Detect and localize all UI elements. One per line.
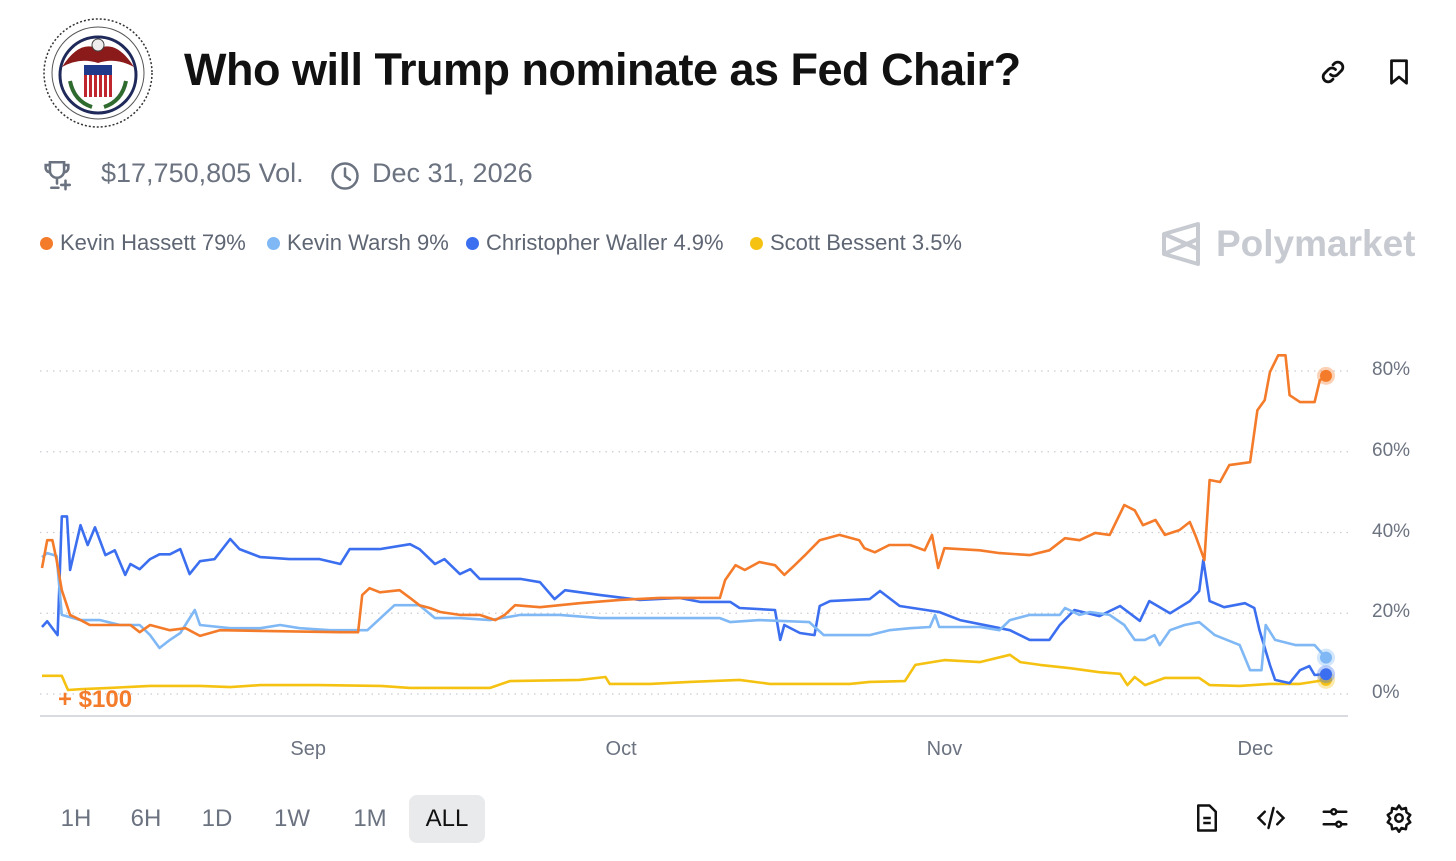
polymarket-watermark: Polymarket — [1160, 221, 1416, 267]
trade-annotation: + $100 — [58, 686, 133, 713]
polymarket-logo-icon — [1162, 222, 1200, 266]
y-tick-label: 60% — [1372, 439, 1411, 461]
series-endpoint — [1320, 651, 1332, 664]
end-date: Dec 31, 2026 — [372, 158, 533, 188]
y-tick-label: 40% — [1372, 520, 1411, 542]
range-all-button[interactable]: ALL — [409, 795, 485, 843]
x-tick-label: Sep — [290, 738, 326, 760]
legend-dot — [466, 236, 479, 250]
bookmark-icon — [1390, 59, 1408, 85]
range-6h-button[interactable]: 6H — [130, 805, 162, 832]
clock-icon — [330, 161, 360, 198]
y-tick-label: 20% — [1372, 601, 1411, 623]
series-endpoint — [1320, 369, 1332, 382]
sliders-icon — [1322, 808, 1348, 828]
embed-button[interactable] — [1256, 803, 1286, 838]
volume: $17,750,805 Vol. — [101, 158, 304, 188]
range-1w-button[interactable]: 1W — [274, 805, 310, 832]
series-line-kevin-hassett — [40, 354, 1327, 638]
range-1h-button[interactable]: 1H — [60, 805, 92, 832]
link-icon — [1321, 60, 1345, 84]
rules-button[interactable] — [1192, 803, 1222, 838]
federal-reserve-seal-logo — [40, 17, 156, 129]
legend-dot — [267, 236, 280, 250]
legend-dot — [40, 236, 53, 250]
x-tick-label: Oct — [605, 738, 637, 760]
document-icon — [1197, 804, 1217, 832]
copy-link-button[interactable] — [1318, 57, 1348, 92]
trophy-icon — [40, 158, 74, 199]
series-line-scott-bessent — [42, 653, 1327, 692]
legend-item-hassett: Kevin Hassett 79% — [40, 230, 246, 256]
code-icon — [1256, 806, 1286, 830]
chart-filter-button[interactable] — [1320, 803, 1350, 838]
range-1m-button[interactable]: 1M — [353, 805, 387, 832]
legend-dot — [750, 236, 763, 250]
bookmark-button[interactable] — [1384, 57, 1414, 92]
y-tick-label: 0% — [1372, 682, 1400, 703]
legend-label: Scott Bessent 3.5% — [770, 230, 962, 255]
series-line-kevin-warsh — [41, 551, 1327, 672]
legend-label: Kevin Warsh 9% — [287, 230, 449, 255]
legend-label: Kevin Hassett 79% — [60, 230, 246, 255]
y-tick-label: 80% — [1372, 359, 1411, 380]
brand-name: Polymarket — [1216, 223, 1416, 264]
x-tick-label: Dec — [1237, 738, 1274, 760]
series-endpoint — [1320, 668, 1332, 681]
legend-item-bessent: Scott Bessent 3.5% — [750, 230, 962, 256]
page-title: Who will Trump nominate as Fed Chair? — [184, 44, 1021, 95]
range-1d-button[interactable]: 1D — [201, 805, 233, 832]
x-tick-label: Nov — [926, 738, 963, 760]
legend-label: Christopher Waller 4.9% — [486, 230, 724, 255]
legend-item-waller: Christopher Waller 4.9% — [466, 230, 724, 256]
settings-icon — [1386, 804, 1412, 833]
settings-button[interactable] — [1384, 803, 1414, 838]
legend-item-warsh: Kevin Warsh 9% — [267, 230, 449, 256]
series-line-christopher-waller — [41, 515, 1327, 685]
